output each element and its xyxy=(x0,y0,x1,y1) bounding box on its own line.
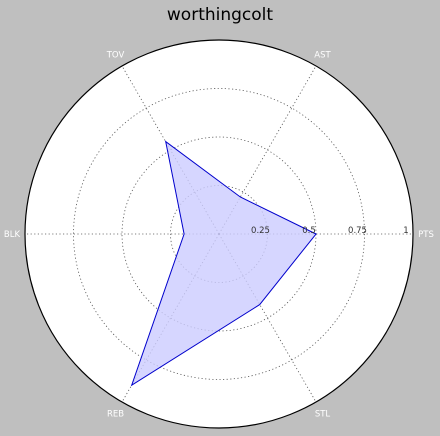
category-label-stl: STL xyxy=(315,409,331,419)
chart-title: worthingcolt xyxy=(167,5,273,25)
category-label-blk: BLK xyxy=(4,230,21,240)
grid-ring xyxy=(73,88,365,380)
category-label-tov: TOV xyxy=(106,51,125,61)
category-label-reb: REB xyxy=(107,409,124,419)
radial-tick-label: 0.75 xyxy=(348,226,367,236)
series-area xyxy=(130,140,317,387)
category-label-pts: PTS xyxy=(418,230,434,240)
radial-tick-label: 0.5 xyxy=(302,226,316,236)
radial-tick-label: 0.25 xyxy=(251,226,270,236)
radial-tick-label: 1 xyxy=(403,226,408,236)
plot-frame xyxy=(24,39,414,429)
category-label-ast: AST xyxy=(314,51,331,61)
